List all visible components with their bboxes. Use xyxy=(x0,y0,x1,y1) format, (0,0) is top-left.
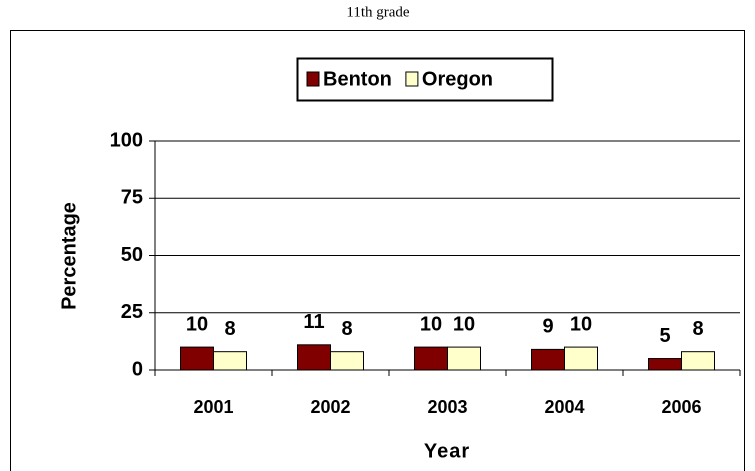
y-tick-label: 100 xyxy=(110,129,143,151)
legend-swatch xyxy=(405,71,419,87)
bar xyxy=(681,351,715,371)
data-label: 9 xyxy=(542,316,553,338)
bar xyxy=(180,346,214,371)
bar xyxy=(297,344,331,371)
data-label: 10 xyxy=(186,313,208,335)
bar xyxy=(531,348,565,371)
bar xyxy=(648,358,682,371)
data-label: 8 xyxy=(341,318,352,340)
x-tick-label: 2001 xyxy=(193,397,233,417)
data-label: 10 xyxy=(570,313,592,335)
x-tick-label: 2003 xyxy=(427,397,467,417)
bar xyxy=(414,346,448,371)
data-label: 8 xyxy=(224,318,235,340)
y-tick-label: 50 xyxy=(121,244,143,266)
bar xyxy=(330,351,364,371)
chart-title: 11th grade xyxy=(346,4,410,20)
legend-label: Benton xyxy=(323,68,392,90)
x-tick-label: 2006 xyxy=(661,397,701,417)
legend-box xyxy=(296,57,554,102)
data-label: 11 xyxy=(303,311,324,333)
x-axis-title: Year xyxy=(424,440,470,462)
chart-frame xyxy=(10,30,745,471)
legend-swatch xyxy=(306,71,320,87)
x-tick-label: 2002 xyxy=(310,397,350,417)
data-label: 8 xyxy=(692,318,703,340)
data-label: 10 xyxy=(420,313,442,335)
bar xyxy=(564,346,598,371)
legend-label: Oregon xyxy=(422,68,493,90)
data-label: 5 xyxy=(659,325,670,347)
bar xyxy=(447,346,481,371)
y-axis-title: Percentage xyxy=(58,202,80,310)
data-label: 10 xyxy=(453,313,475,335)
y-tick-label: 25 xyxy=(121,301,143,323)
y-tick-label: 75 xyxy=(121,187,143,209)
bar xyxy=(213,351,247,371)
y-tick-label: 0 xyxy=(132,358,143,380)
x-tick-label: 2004 xyxy=(544,397,584,417)
